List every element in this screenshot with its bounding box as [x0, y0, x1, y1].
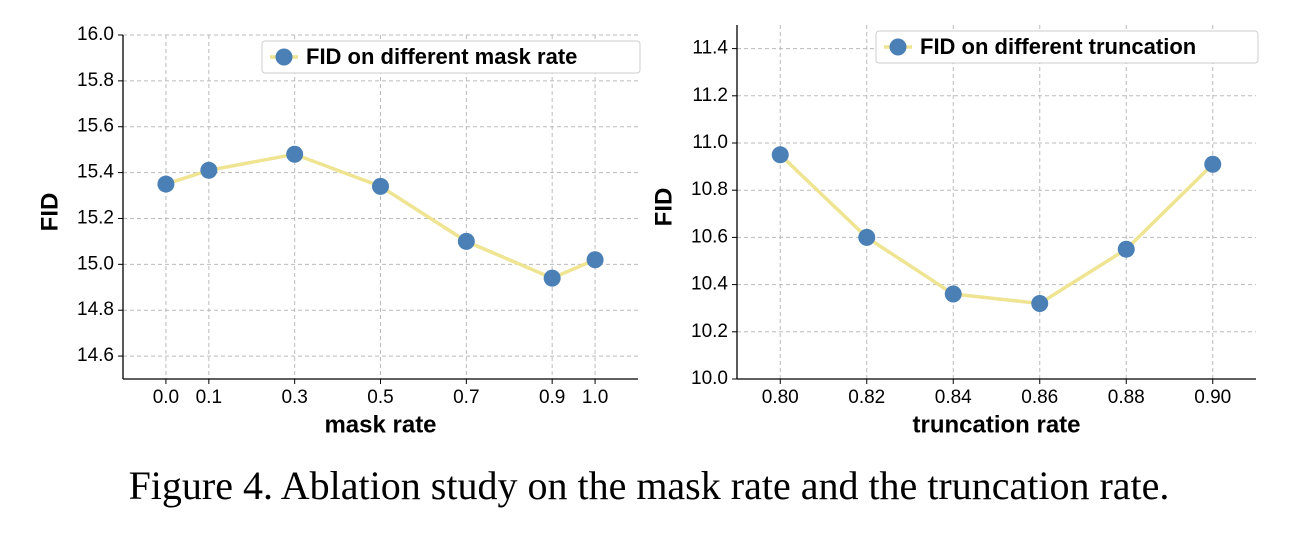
x-tick-label: 0.82 — [848, 387, 885, 408]
x-tick-label: 0.9 — [539, 387, 565, 408]
x-tick-label: 0.86 — [1021, 387, 1058, 408]
point — [286, 145, 304, 163]
x-tick-label: 0.90 — [1194, 387, 1231, 408]
y-tick-label: 14.6 — [77, 345, 114, 366]
y-tick-label: 11.2 — [692, 85, 728, 106]
series-line — [779, 153, 1214, 306]
y-tick-label: 15.2 — [77, 207, 114, 228]
y-tick-label: 10.4 — [691, 274, 728, 295]
y-axis-label: FID — [36, 193, 63, 232]
legend-box — [875, 30, 1259, 64]
legend-marker — [889, 38, 907, 56]
y-tick-label: 15.4 — [77, 162, 114, 183]
y-tick-label: 15.6 — [77, 116, 114, 137]
legend-marker — [275, 48, 293, 66]
point — [771, 146, 789, 164]
legend-label: FID on different mask rate — [306, 44, 577, 69]
point — [157, 175, 175, 193]
y-tick-label: 11.0 — [692, 132, 728, 153]
x-tick-label: 0.84 — [935, 387, 972, 408]
x-tick-label: 0.1 — [196, 387, 222, 408]
x-tick-label: 0.0 — [153, 387, 179, 408]
y-tick-label: 10.6 — [691, 226, 728, 247]
y-tick-label: 10.2 — [691, 321, 728, 342]
y-tick-label: 10.8 — [691, 179, 728, 200]
point — [586, 251, 604, 269]
x-tick-label: 0.7 — [453, 387, 479, 408]
point — [543, 269, 561, 287]
point — [372, 177, 389, 195]
x-tick-label: 0.3 — [281, 387, 307, 408]
y-tick-label: 15.8 — [77, 70, 114, 91]
point — [858, 228, 876, 246]
x-tick-label: 0.88 — [1108, 387, 1145, 408]
x-tick-label: 0.5 — [367, 387, 393, 408]
point — [1204, 155, 1222, 173]
x-tick-label: 1.0 — [582, 387, 608, 408]
y-tick-label: 11.4 — [692, 38, 728, 59]
x-axis-label: truncation rate — [912, 411, 1080, 438]
y-tick-label: 10.0 — [691, 368, 728, 389]
y-axis-label: FID — [650, 188, 677, 227]
y-tick-label: 15.0 — [77, 253, 114, 274]
caption: Figure 4. Ablation study on the mask rat… — [129, 463, 1170, 508]
point — [200, 161, 218, 179]
legend-box — [261, 40, 641, 74]
y-tick-label: 16.0 — [77, 24, 114, 45]
point — [1031, 294, 1049, 312]
x-axis-label: mask rate — [324, 411, 436, 438]
point — [944, 285, 962, 303]
point — [1117, 240, 1135, 258]
legend-label: FID on different truncation — [920, 34, 1196, 59]
y-tick-label: 14.8 — [77, 299, 114, 320]
point — [457, 232, 475, 250]
x-tick-label: 0.80 — [762, 387, 799, 408]
